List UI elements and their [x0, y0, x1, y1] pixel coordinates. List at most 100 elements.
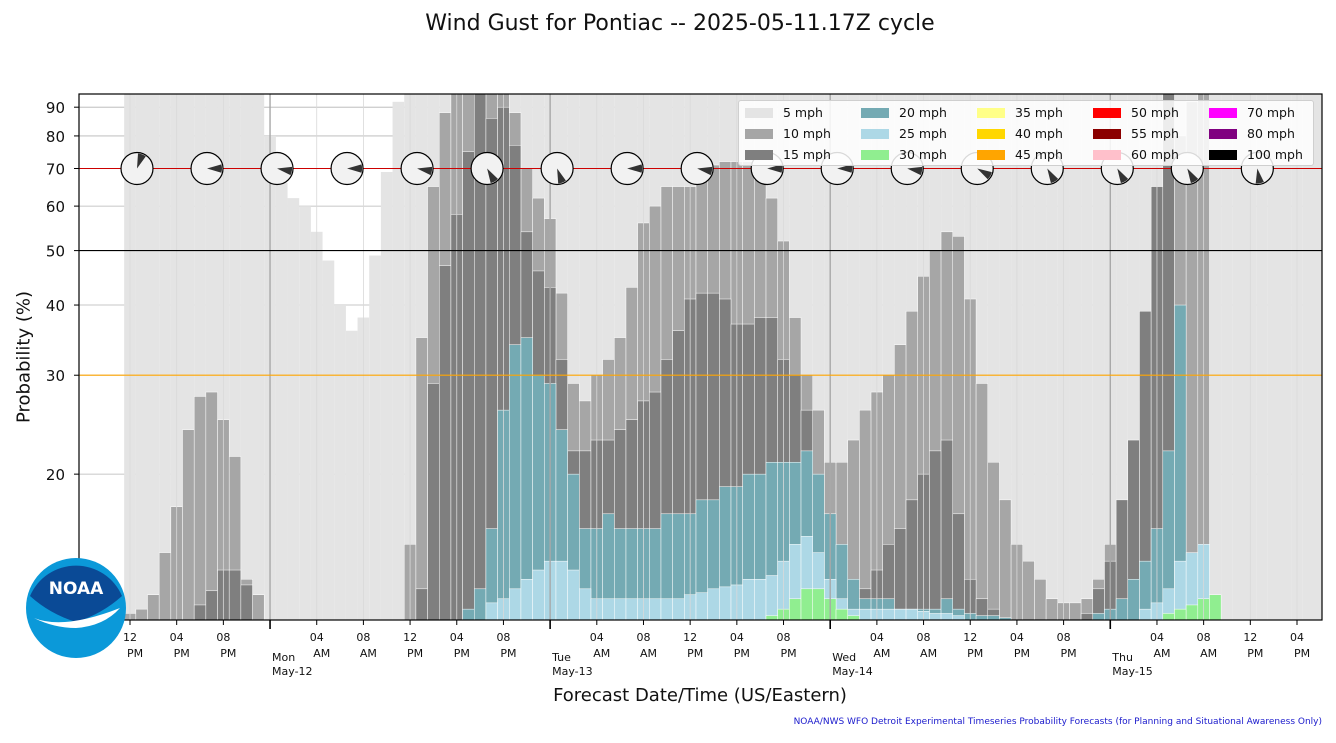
bar-10mph-73	[975, 383, 989, 620]
legend-item: 40 mph	[977, 126, 1063, 141]
bar-5mph-95	[1232, 94, 1245, 620]
legend-label: 80 mph	[1247, 126, 1295, 141]
bar-20mph-33	[509, 344, 522, 620]
x-tick-date-3: May-12	[272, 665, 313, 678]
bar-15mph-70	[940, 439, 953, 620]
bar-5mph-83	[1092, 94, 1105, 620]
bar-15mph-27	[439, 265, 452, 620]
legend-swatch	[861, 107, 889, 118]
wind-direction-marker-4	[400, 151, 434, 186]
legend-swatch	[1209, 149, 1237, 160]
credit-line: NOAA/NWS WFO Detroit Experimental Timese…	[793, 717, 1322, 727]
x-tick-ampm-24: PM	[1247, 647, 1263, 660]
legend-swatch	[861, 128, 889, 139]
x-axis-label: Forecast Date/Time (US/Eastern)	[553, 685, 847, 706]
bar-25mph-47	[672, 598, 685, 620]
wind-direction-wedge	[1047, 168, 1059, 184]
bar-25mph-71	[952, 615, 965, 620]
bar-25mph-43	[625, 598, 638, 620]
wind-direction-wedge	[767, 164, 783, 173]
bar-5mph-18	[334, 305, 346, 620]
bar-10mph-2	[147, 594, 160, 620]
bar-30mph-59	[812, 588, 825, 620]
wind-direction-marker-2	[260, 151, 294, 186]
legend-swatch	[1209, 107, 1237, 118]
bar-5mph-58	[801, 94, 813, 620]
bar-10mph-11	[252, 594, 265, 620]
legend-swatch	[1209, 128, 1237, 139]
wind-direction-wedge	[837, 164, 853, 173]
legend-label: 5 mph	[783, 105, 823, 120]
bar-10mph-3	[158, 552, 172, 620]
legend: 5 mph 10 mph 15 mph 20 mph 25 mph 30 mph 35 mp…	[738, 100, 1314, 166]
legend-item: 100 mph	[1209, 147, 1303, 162]
x-tick-hour-8: 08	[496, 631, 510, 644]
bar-25mph-35	[532, 569, 545, 620]
bar-25mph-46	[660, 598, 673, 620]
bar-20mph-73	[975, 615, 989, 620]
wind-direction-marker-6	[540, 151, 574, 186]
x-tick-ampm-25: PM	[1294, 647, 1310, 660]
bar-5mph-59	[812, 94, 825, 620]
bar-15mph-74	[987, 608, 1000, 620]
bar-20mph-86	[1127, 578, 1140, 620]
bar-25mph-41	[602, 598, 615, 620]
legend-label: 70 mph	[1247, 105, 1295, 120]
bar-15mph-26	[427, 383, 440, 620]
bar-5mph-6	[194, 94, 206, 620]
wind-direction-marker-0	[120, 151, 154, 186]
legend-swatch	[745, 128, 773, 139]
x-tick-ampm-12: PM	[687, 647, 703, 660]
y-tick-label-30: 30	[46, 367, 65, 385]
x-tick-hour-19: 04	[1010, 631, 1024, 644]
legend-label: 20 mph	[899, 105, 947, 120]
bar-5mph-14	[287, 198, 300, 620]
x-tick-ampm-22: AM	[1153, 647, 1170, 660]
bar-5mph-78	[1034, 94, 1047, 620]
wind-direction-wedge	[277, 166, 293, 176]
legend-label: 100 mph	[1247, 147, 1303, 162]
wind-direction-wedge	[557, 168, 566, 184]
bar-25mph-45	[649, 598, 662, 620]
bar-25mph-63	[859, 608, 872, 620]
bar-5mph-99	[1279, 94, 1292, 620]
x-tick-hour-22: 04	[1150, 631, 1164, 644]
wind-direction-wedge	[137, 153, 146, 169]
bar-5mph-9	[229, 94, 241, 620]
x-tick-hour-25: 04	[1290, 631, 1304, 644]
legend-item: 55 mph	[1093, 126, 1179, 141]
x-tick-hour-12: 12	[683, 631, 697, 644]
bar-15mph-25	[415, 588, 428, 620]
bar-5mph-97	[1256, 94, 1268, 620]
x-tick-date-21: May-15	[1112, 665, 1153, 678]
bar-15mph-69	[929, 450, 942, 620]
bar-10mph-77	[1022, 560, 1035, 620]
x-tick-hour-1: 04	[170, 631, 184, 644]
x-tick-ampm-6: PM	[407, 647, 423, 660]
legend-swatch	[745, 149, 773, 160]
x-tick-ampm-20: PM	[1061, 647, 1077, 660]
bar-25mph-42	[614, 598, 627, 620]
legend-label: 45 mph	[1015, 147, 1063, 162]
bar-5mph-1	[135, 94, 148, 620]
legend-label: 40 mph	[1015, 126, 1063, 141]
bar-5mph-17	[322, 260, 335, 620]
legend-label: 55 mph	[1131, 126, 1179, 141]
x-tick-ampm-23: AM	[1200, 647, 1217, 660]
x-tick-ampm-17: AM	[920, 647, 937, 660]
x-tick-ampm-5: AM	[360, 647, 377, 660]
y-tick-label-40: 40	[46, 297, 65, 315]
bar-5mph-38	[567, 94, 580, 620]
legend-label: 30 mph	[899, 147, 947, 162]
bar-5mph-79	[1046, 94, 1058, 620]
bar-20mph-85	[1115, 598, 1129, 620]
x-tick-hour-20: 08	[1057, 631, 1071, 644]
bar-25mph-33	[509, 588, 522, 620]
bar-5mph-102	[1314, 94, 1322, 620]
wind-direction-wedge	[487, 168, 498, 184]
bar-25mph-65	[882, 608, 895, 620]
legend-item: 35 mph	[977, 105, 1063, 120]
x-tick-hour-17: 08	[917, 631, 931, 644]
x-tick-ampm-8: PM	[500, 647, 516, 660]
